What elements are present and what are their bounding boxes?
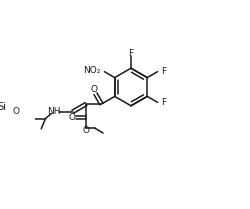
Text: O: O [69,113,75,122]
Text: Si: Si [0,102,6,112]
Text: NO₂: NO₂ [83,66,100,75]
Text: O: O [12,107,19,116]
Text: F: F [128,49,133,58]
Text: NH: NH [47,107,60,116]
Text: O: O [82,126,89,135]
Text: F: F [160,98,166,107]
Text: O: O [90,85,97,94]
Text: F: F [160,67,166,76]
